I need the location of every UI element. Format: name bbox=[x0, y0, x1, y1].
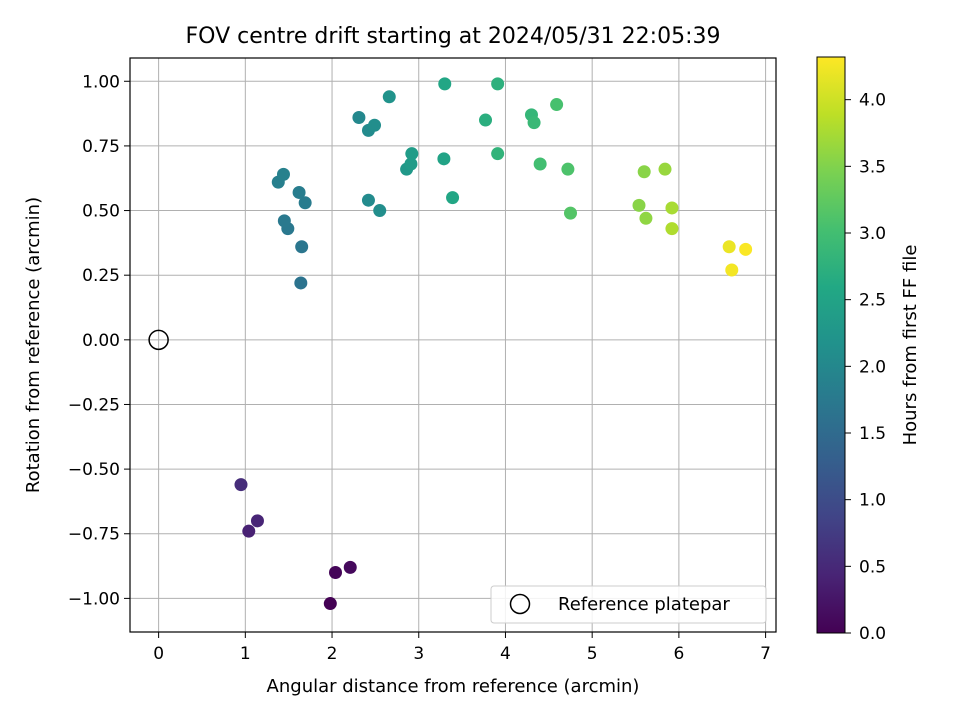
colorbar-tick-label: 0.0 bbox=[859, 624, 886, 644]
colorbar-tick-label: 1.0 bbox=[859, 491, 886, 511]
data-point bbox=[665, 222, 679, 236]
data-point bbox=[404, 157, 418, 171]
chart-title: FOV centre drift starting at 2024/05/31 … bbox=[186, 24, 721, 49]
x-tick-label: 6 bbox=[673, 644, 684, 664]
x-tick-label: 4 bbox=[500, 644, 511, 664]
data-point bbox=[295, 240, 309, 254]
colorbar-gradient bbox=[816, 56, 846, 634]
data-point bbox=[722, 240, 736, 254]
data-point bbox=[361, 193, 375, 207]
colorbar-tick-label: 2.0 bbox=[859, 357, 886, 377]
colorbar-tick-label: 3.0 bbox=[859, 224, 886, 244]
colorbar: 0.0 0.5 1.0 1.5 2.0 2.5 3.0 3.5 4.0 Hours from f… bbox=[816, 56, 921, 644]
data-point bbox=[373, 204, 387, 218]
data-point bbox=[491, 77, 505, 91]
data-point bbox=[405, 147, 419, 161]
data-point bbox=[298, 196, 312, 210]
grid bbox=[130, 58, 776, 632]
y-tick-label: 1.00 bbox=[82, 72, 120, 92]
data-point bbox=[491, 147, 505, 161]
data-point bbox=[637, 165, 651, 179]
y-tick-label: 0.50 bbox=[82, 202, 120, 222]
data-point bbox=[323, 597, 337, 611]
data-point bbox=[352, 110, 366, 124]
colorbar-tick-label: 3.5 bbox=[859, 157, 886, 177]
data-point bbox=[250, 514, 264, 528]
data-point bbox=[533, 157, 547, 171]
y-axis-ticks: 1.00 0.75 0.50 0.25 0.00 −0.25 −0.50 −0.75 −1.00 bbox=[68, 72, 130, 609]
y-tick-label: 0.75 bbox=[82, 137, 120, 157]
y-tick-label: −0.50 bbox=[68, 460, 120, 480]
x-tick-label: 2 bbox=[327, 644, 338, 664]
data-point bbox=[527, 116, 541, 130]
reference-platepar-marker bbox=[148, 329, 169, 351]
data-point bbox=[329, 566, 343, 580]
data-point bbox=[563, 206, 577, 220]
data-point bbox=[277, 214, 291, 228]
data-point bbox=[234, 478, 248, 492]
y-tick-label: 0.00 bbox=[82, 331, 120, 351]
y-axis-label: Rotation from reference (arcmin) bbox=[23, 197, 44, 493]
y-tick-label: −1.00 bbox=[68, 589, 120, 609]
colorbar-tick-label: 1.5 bbox=[859, 424, 886, 444]
data-point bbox=[561, 162, 575, 176]
data-point bbox=[368, 118, 382, 132]
x-axis-ticks: 0 1 2 3 4 5 6 7 bbox=[153, 632, 771, 664]
colorbar-tick-label: 4.0 bbox=[859, 91, 886, 111]
colorbar-ticks: 0.0 0.5 1.0 1.5 2.0 2.5 3.0 3.5 4.0 bbox=[845, 91, 886, 644]
data-point bbox=[242, 524, 256, 538]
y-tick-label: −0.75 bbox=[68, 525, 120, 545]
data-points bbox=[234, 77, 753, 611]
data-point bbox=[658, 162, 672, 176]
data-point bbox=[479, 113, 493, 127]
legend-entry-reference-platepar: Reference platepar bbox=[558, 594, 730, 615]
x-tick-label: 7 bbox=[760, 644, 771, 664]
legend-reference-marker bbox=[509, 593, 531, 615]
data-point bbox=[725, 263, 739, 277]
data-point bbox=[739, 242, 753, 256]
data-point bbox=[276, 167, 290, 181]
colorbar-tick-label: 2.5 bbox=[859, 291, 886, 311]
data-point bbox=[382, 90, 396, 104]
data-point bbox=[438, 77, 452, 91]
data-point bbox=[639, 211, 653, 225]
data-point bbox=[446, 191, 460, 205]
data-point bbox=[292, 185, 306, 199]
data-point bbox=[343, 560, 357, 574]
colorbar-label: Hours from first FF file bbox=[900, 245, 921, 446]
legend: Reference platepar bbox=[490, 585, 767, 624]
data-point bbox=[294, 276, 308, 290]
plot-frame bbox=[129, 57, 777, 633]
data-point bbox=[550, 98, 564, 112]
y-tick-label: 0.25 bbox=[82, 266, 120, 286]
legend-box bbox=[490, 585, 767, 624]
x-axis-label: Angular distance from reference (arcmin) bbox=[267, 676, 640, 697]
y-tick-label: −0.25 bbox=[68, 395, 120, 415]
x-tick-label: 1 bbox=[240, 644, 251, 664]
plot-area: 0 1 2 3 4 5 6 7 1.00 0.75 0.50 0.25 0.00 −0.25 −0.50 −… bbox=[68, 57, 777, 664]
reference-marker-layer bbox=[148, 329, 169, 351]
x-tick-label: 5 bbox=[587, 644, 598, 664]
colorbar-tick-label: 0.5 bbox=[859, 557, 886, 577]
x-tick-label: 0 bbox=[153, 644, 164, 664]
data-point bbox=[632, 198, 646, 212]
data-point bbox=[665, 201, 679, 215]
x-tick-label: 3 bbox=[413, 644, 424, 664]
data-point bbox=[437, 152, 451, 166]
